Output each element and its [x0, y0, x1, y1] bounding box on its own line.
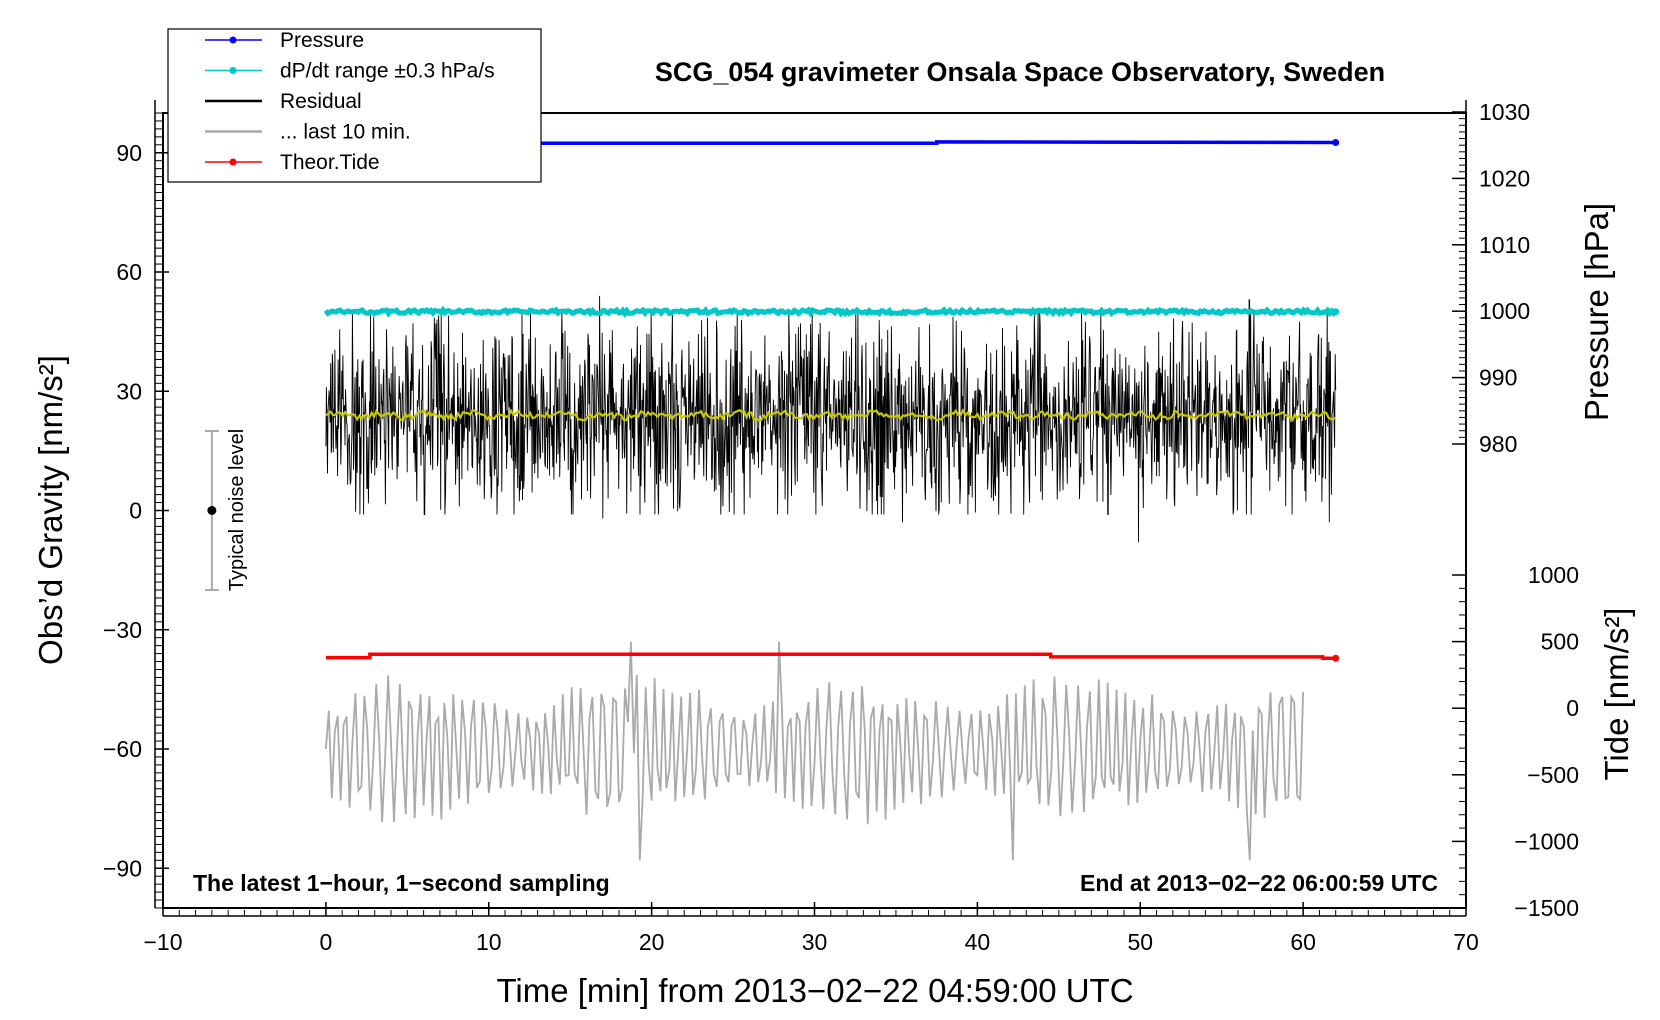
legend-box	[167, 28, 542, 183]
tide-tick-label: 0	[1566, 695, 1579, 721]
legend-label: Pressure	[280, 29, 364, 52]
x-axis-title: Time [min] from 2013−02−22 04:59:00 UTC	[496, 972, 1133, 1009]
pressure-tick-label: 980	[1479, 431, 1517, 457]
x-tick-label: 40	[965, 929, 991, 955]
x-tick-label: 70	[1453, 929, 1479, 955]
legend-marker	[229, 158, 237, 166]
y-axis-title-tide: Tide [nm/s²]	[1598, 608, 1635, 781]
pressure-tick-label: 1010	[1479, 232, 1530, 258]
noise-bar-center	[207, 506, 217, 515]
legend-label: Theor.Tide	[280, 151, 380, 174]
x-tick-label: 30	[802, 929, 828, 955]
legend-label: dP/dt range ±0.3 hPa/s	[280, 60, 495, 83]
annotation-right: End at 2013−02−22 06:00:59 UTC	[1080, 870, 1438, 896]
y-tick-label: 90	[116, 140, 142, 166]
dpdt-line	[323, 305, 1338, 319]
legend-marker	[229, 36, 237, 44]
labels-layer: SCG_054 gravimeter Onsala Space Observat…	[32, 57, 1635, 1009]
y-axis-title-pressure: Pressure [hPa]	[1578, 203, 1615, 421]
chart-title: SCG_054 gravimeter Onsala Space Observat…	[655, 57, 1385, 87]
tide-tick-label: −1500	[1514, 895, 1579, 921]
y-tick-label: 0	[129, 498, 142, 524]
legend-label: Residual	[280, 90, 362, 113]
pressure-tick-label: 1030	[1479, 99, 1530, 125]
x-tick-label: 0	[319, 929, 332, 955]
pressure-end-marker	[1332, 139, 1340, 147]
x-tick-label: 20	[639, 929, 665, 955]
legend: Pressure dP/dt range ±0.3 hPa/s Residual..…	[167, 28, 542, 183]
x-tick-label: 10	[476, 929, 502, 955]
series-layer	[204, 139, 1340, 861]
x-tick-label: 60	[1290, 929, 1316, 955]
tide-tick-label: 1000	[1528, 562, 1579, 588]
tide-tick-label: −500	[1527, 762, 1579, 788]
residual-mean-line	[325, 408, 1337, 423]
x-tick-label: −10	[143, 929, 182, 955]
tide-line	[325, 652, 1336, 661]
pressure-line	[325, 140, 1336, 145]
y-tick-label: −60	[103, 736, 142, 762]
tide-end-marker	[1332, 654, 1340, 662]
dpdt-end-marker	[1332, 308, 1340, 316]
residual-line	[325, 295, 1337, 543]
y-tick-label: 60	[116, 259, 142, 285]
pressure-tick-label: 1000	[1479, 298, 1530, 324]
y-axis-title-left: Obs’d Gravity [nm/s²]	[32, 355, 69, 665]
legend-label: ... last 10 min.	[280, 121, 411, 144]
pressure-tick-label: 990	[1479, 365, 1517, 391]
pressure-tick-label: 1020	[1479, 165, 1530, 191]
last-10-min-line	[325, 641, 1304, 861]
y-tick-label: −90	[103, 855, 142, 881]
noise-level-label: Typical noise level	[226, 429, 248, 591]
legend-marker	[229, 67, 237, 74]
x-tick-label: 50	[1127, 929, 1153, 955]
tide-tick-label: 500	[1541, 629, 1579, 655]
annotation-left: The latest 1−hour, 1−second sampling	[193, 870, 610, 896]
y-tick-label: −30	[103, 617, 142, 643]
tide-tick-label: −1000	[1514, 828, 1579, 854]
y-tick-label: 30	[116, 378, 142, 404]
